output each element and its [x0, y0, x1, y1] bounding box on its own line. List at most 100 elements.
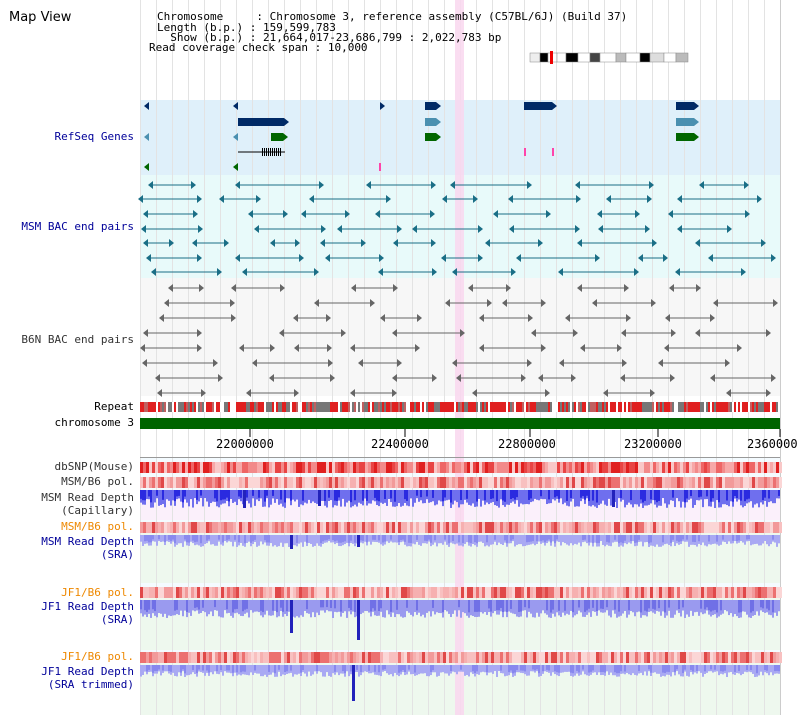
jf1-depth-sra-bar[interactable]: [638, 600, 640, 612]
feature-end-marker[interactable]: [665, 314, 670, 322]
msm-depth-cap-bar[interactable]: [538, 490, 540, 501]
jf1-b6-pol-cell[interactable]: [353, 652, 356, 663]
repeat-segment[interactable]: [650, 402, 652, 412]
feature-end-marker[interactable]: [431, 239, 436, 247]
repeat-segment[interactable]: [696, 402, 698, 412]
jf1-depth-trim-bar-strong[interactable]: [738, 665, 740, 671]
msm-depth-cap-bar[interactable]: [542, 490, 544, 500]
msm-b6-pol-cell[interactable]: [272, 522, 275, 533]
jf1-b6-pol-cell[interactable]: [371, 652, 374, 663]
msm-depth-cap-bar[interactable]: [348, 490, 350, 501]
msm-depth-sra-bar[interactable]: [386, 535, 388, 542]
jf1-depth-sra-bar[interactable]: [338, 600, 340, 612]
dbsnp-cell[interactable]: [776, 462, 779, 473]
msm-b6-pol-cell[interactable]: [314, 477, 317, 488]
jf1-depth-trim-bar[interactable]: [504, 665, 506, 677]
jf1-depth-sra-bar[interactable]: [568, 600, 570, 615]
repeat-segment[interactable]: [332, 402, 334, 412]
msm-depth-sra-bar[interactable]: [484, 535, 486, 547]
msm-depth-sra-bar-strong[interactable]: [638, 535, 640, 540]
jf1-depth-trim-bar[interactable]: [410, 665, 412, 675]
msm-depth-cap-bar-strong[interactable]: [582, 490, 584, 497]
jf1-depth-sra-bar-strong[interactable]: [176, 600, 178, 610]
msm-depth-cap-bar[interactable]: [664, 490, 666, 504]
jf1-depth-trim-bar[interactable]: [490, 665, 492, 673]
msm-depth-cap-bar[interactable]: [434, 490, 436, 506]
repeat-segment[interactable]: [584, 402, 586, 412]
msm-depth-sra-bar[interactable]: [258, 535, 260, 546]
jf1-b6-pol-cell[interactable]: [431, 587, 434, 598]
dbsnp-cell[interactable]: [593, 462, 596, 473]
jf1-depth-sra-bar-strong[interactable]: [768, 600, 770, 611]
repeat-segment[interactable]: [596, 402, 598, 412]
jf1-b6-pol-cell[interactable]: [542, 652, 545, 663]
jf1-depth-sra-bar[interactable]: [624, 600, 626, 612]
msm-b6-pol-cell[interactable]: [458, 477, 461, 488]
jf1-depth-trim-bar-strong[interactable]: [682, 665, 684, 674]
jf1-b6-pol-cell[interactable]: [551, 652, 554, 663]
jf1-b6-pol-cell[interactable]: [287, 587, 290, 598]
jf1-depth-trim-bar[interactable]: [550, 665, 552, 676]
feature-end-marker[interactable]: [239, 344, 244, 352]
jf1-depth-trim-bar-strong[interactable]: [278, 665, 280, 670]
msm-depth-sra-bar[interactable]: [142, 535, 144, 546]
dbsnp-cell[interactable]: [257, 462, 260, 473]
jf1-b6-pol-cell[interactable]: [491, 652, 494, 663]
feature-end-marker[interactable]: [626, 314, 631, 322]
msm-b6-pol-cell[interactable]: [221, 522, 224, 533]
msm-depth-cap-bar[interactable]: [662, 490, 664, 499]
jf1-depth-sra-bar[interactable]: [250, 600, 252, 611]
feature-end-marker[interactable]: [379, 254, 384, 262]
msm-b6-pol-cell[interactable]: [335, 522, 338, 533]
msm-b6-pol-cell[interactable]: [263, 477, 266, 488]
msm-b6-pol-cell[interactable]: [590, 522, 593, 533]
msm-b6-pol-cell[interactable]: [566, 477, 569, 488]
jf1-depth-trim-bar[interactable]: [482, 665, 484, 672]
msm-depth-sra-bar-strong[interactable]: [698, 535, 700, 542]
jf1-depth-sra-bar-strong[interactable]: [664, 600, 666, 613]
repeat-segment[interactable]: [268, 402, 270, 412]
msm-b6-pol-cell[interactable]: [536, 522, 539, 533]
repeat-segment[interactable]: [578, 402, 580, 412]
dbsnp-cell[interactable]: [341, 462, 344, 473]
jf1-b6-pol-cell[interactable]: [302, 652, 305, 663]
msm-b6-pol-cell[interactable]: [278, 477, 281, 488]
jf1-b6-pol-cell[interactable]: [449, 587, 452, 598]
msm-b6-pol-cell[interactable]: [329, 522, 332, 533]
msm-depth-cap-bar[interactable]: [402, 490, 404, 506]
msm-b6-pol-cell[interactable]: [158, 477, 161, 488]
jf1-depth-trim-bar[interactable]: [434, 665, 436, 673]
msm-depth-sra-bar-strong[interactable]: [732, 535, 734, 541]
jf1-b6-pol-cell[interactable]: [587, 652, 590, 663]
jf1-depth-trim-bar-strong[interactable]: [286, 665, 288, 672]
jf1-b6-pol-cell[interactable]: [773, 587, 776, 598]
msm-depth-cap-bar-strong[interactable]: [640, 490, 642, 500]
feature-end-marker[interactable]: [699, 181, 704, 189]
msm-depth-cap-bar-strong[interactable]: [432, 490, 434, 498]
msm-depth-cap-bar[interactable]: [624, 490, 626, 508]
msm-depth-cap-bar-strong[interactable]: [540, 490, 542, 497]
dbsnp-cell[interactable]: [404, 462, 407, 473]
msm-b6-pol-cell[interactable]: [689, 477, 692, 488]
msm-depth-sra-bar[interactable]: [346, 535, 348, 543]
dbsnp-cell[interactable]: [167, 462, 170, 473]
jf1-b6-pol-cell[interactable]: [677, 587, 680, 598]
jf1-b6-pol-cell[interactable]: [329, 652, 332, 663]
msm-depth-cap-bar-strong[interactable]: [570, 490, 572, 499]
msm-b6-pol-cell[interactable]: [140, 522, 143, 533]
msm-depth-cap-bar[interactable]: [604, 490, 606, 505]
gene-arrow[interactable]: [694, 118, 699, 126]
dbsnp-cell[interactable]: [389, 462, 392, 473]
jf1-depth-sra-bar-strong[interactable]: [198, 600, 200, 610]
repeat-segment[interactable]: [360, 402, 362, 412]
jf1-depth-trim-bar-strong[interactable]: [344, 665, 346, 674]
jf1-b6-pol-cell[interactable]: [617, 587, 620, 598]
repeat-segment[interactable]: [302, 402, 304, 412]
jf1-depth-sra-bar-strong[interactable]: [760, 600, 762, 608]
msm-depth-sra-bar-strong[interactable]: [426, 535, 428, 542]
msm-depth-sra-bar[interactable]: [756, 535, 758, 544]
jf1-depth-trim-bar[interactable]: [652, 665, 654, 673]
jf1-depth-trim-bar[interactable]: [694, 665, 696, 673]
jf1-depth-trim-bar-strong[interactable]: [220, 665, 222, 671]
repeat-segment[interactable]: [724, 402, 726, 412]
